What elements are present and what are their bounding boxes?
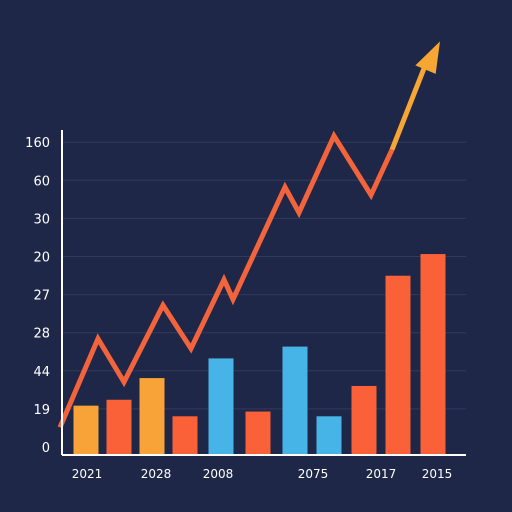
x-tick-label: 2017 bbox=[366, 467, 397, 481]
bar bbox=[208, 358, 234, 455]
bar bbox=[106, 399, 132, 455]
bar bbox=[139, 378, 165, 455]
trend-line bbox=[57, 130, 395, 429]
bar bbox=[282, 346, 308, 455]
x-tick-label: 2008 bbox=[203, 467, 234, 481]
y-tick-label: 30 bbox=[33, 212, 50, 227]
y-tick-label: 27 bbox=[33, 289, 50, 304]
y-tick-label: 0 bbox=[42, 441, 50, 456]
trend-arrow-head bbox=[415, 41, 440, 74]
y-tick-label: 60 bbox=[33, 174, 50, 189]
y-tick-label: 28 bbox=[33, 327, 50, 342]
x-tick-label: 2028 bbox=[141, 467, 172, 481]
bar bbox=[172, 416, 198, 455]
axes bbox=[61, 130, 466, 456]
x-tick-label: 2021 bbox=[72, 467, 103, 481]
y-tick-label: 20 bbox=[33, 251, 50, 266]
trend-line-group bbox=[57, 41, 440, 429]
y-tick-label: 44 bbox=[33, 365, 50, 380]
bar bbox=[351, 385, 377, 455]
x-tick-labels: 2021 2028 2008 2075 2017 2015 bbox=[72, 467, 453, 481]
bar bbox=[245, 411, 271, 455]
y-tick-labels: 0 19 44 28 27 20 30 60 160 bbox=[25, 136, 50, 456]
bar bbox=[316, 416, 342, 455]
y-tick-label: 160 bbox=[25, 136, 50, 151]
bar bbox=[385, 275, 411, 455]
bars bbox=[73, 254, 446, 455]
y-tick-label: 19 bbox=[33, 403, 50, 418]
bar bbox=[73, 405, 99, 455]
x-tick-label: 2075 bbox=[298, 467, 329, 481]
x-tick-label: 2015 bbox=[422, 467, 453, 481]
trend-arrow-shaft bbox=[389, 57, 431, 151]
bar bbox=[420, 254, 446, 455]
